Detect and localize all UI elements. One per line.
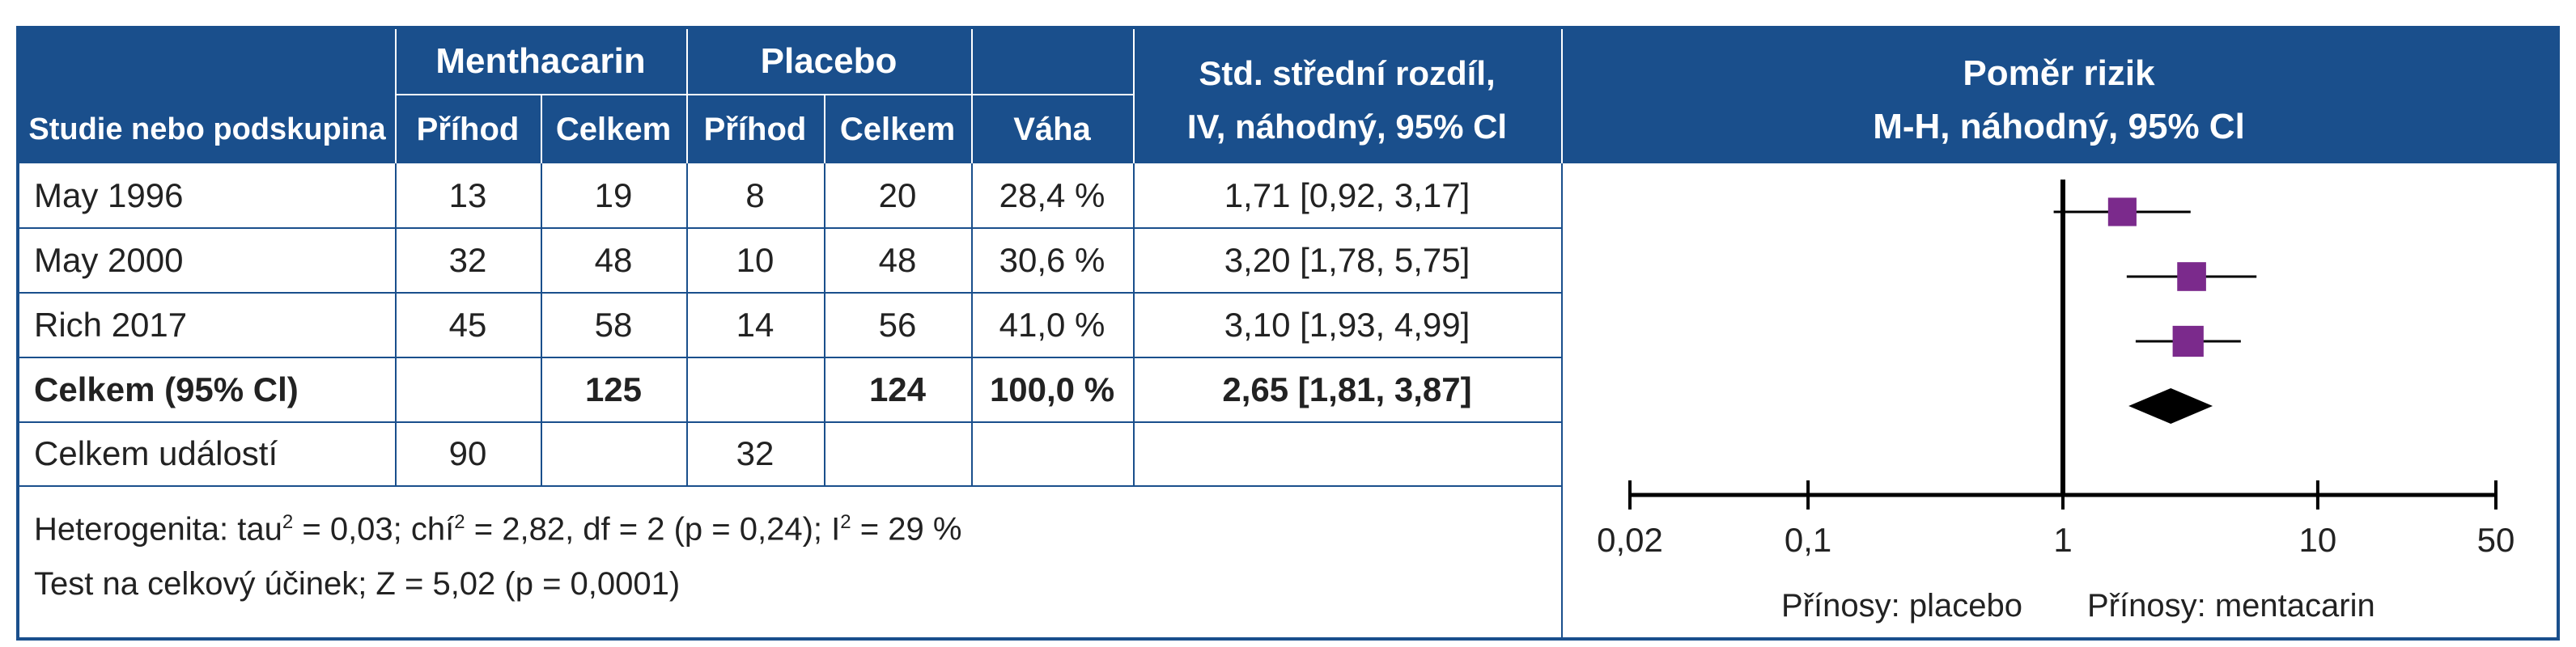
column-header-events-menthacarin: Příhod: [395, 95, 541, 163]
heterogeneity-text: Heterogenita: tau2 = 0,03; chí2 = 2,82, …: [34, 511, 962, 548]
header-divider: [541, 95, 542, 163]
effect-estimate: 1,71 [0,92, 3,17]: [1224, 176, 1470, 214]
column-header-effect-line1: Std. střední rozdíl,: [1133, 47, 1561, 100]
events-total-menthacarin: 90: [448, 434, 487, 472]
total-weight: 100,0 %: [989, 370, 1115, 408]
events-total-placebo: 32: [736, 434, 774, 472]
forest-plot-frame: Menthacarin Placebo Studie nebo podskupi…: [16, 26, 2560, 641]
events-menthacarin: 32: [448, 241, 487, 279]
table-grid-line: [686, 163, 688, 485]
table-grid-line: [19, 485, 1561, 487]
header-divider: [395, 94, 1133, 95]
header-divider: [1561, 29, 1563, 163]
events-placebo: 8: [745, 176, 765, 214]
favours-mentacarin-label: Přínosy: mentacarin: [2087, 588, 2375, 624]
header-divider: [1133, 29, 1135, 163]
weight: 41,0 %: [999, 306, 1106, 344]
table-grid-line: [19, 357, 1561, 358]
table-grid-line: [19, 292, 1561, 294]
total-placebo: 20: [878, 176, 917, 214]
weight: 30,6 %: [999, 241, 1106, 279]
table-grid-line: [19, 227, 1561, 229]
total-placebo: 56: [878, 306, 917, 344]
column-header-study: Studie nebo podskupina: [19, 95, 395, 163]
study-marker: [2107, 197, 2137, 226]
total-placebo: 124: [868, 370, 927, 408]
header-divider: [395, 29, 397, 163]
column-header-effect-line2: IV, náhodný, 95% Cl: [1133, 100, 1561, 154]
events-menthacarin: 45: [448, 306, 487, 344]
study-name: May 2000: [34, 241, 184, 279]
table-grid-line: [824, 163, 825, 485]
column-header-total-placebo: Celkem: [824, 95, 971, 163]
table-grid-line: [19, 421, 1561, 423]
events-menthacarin: 13: [448, 176, 487, 214]
table-grid-line: [1561, 163, 1563, 641]
effect-estimate: 3,20 [1,78, 5,75]: [1224, 241, 1470, 279]
x-tick-label: 0,02: [1597, 521, 1663, 559]
column-header-weight: Váha: [971, 95, 1133, 163]
weight: 28,4 %: [999, 176, 1106, 214]
study-marker: [2172, 325, 2204, 357]
effect-estimate: 3,10 [1,93, 4,99]: [1224, 306, 1470, 344]
x-tick-label: 1: [2053, 521, 2072, 559]
forest-plot: 0,02 0,1 1 10 50 Přínosy: placebo Přínosy: men…: [1597, 180, 2515, 624]
pooled-effect: 2,65 [1,81, 3,87]: [1222, 370, 1472, 408]
total-menthacarin: 125: [584, 370, 643, 408]
plot-header-line1: Poměr rizik: [1561, 47, 2557, 100]
table-grid-line: [541, 163, 542, 485]
column-header-events-placebo: Příhod: [686, 95, 824, 163]
group-header-menthacarin: Menthacarin: [395, 29, 686, 94]
x-tick-label: 0,1: [1785, 521, 1831, 559]
total-placebo: 48: [878, 241, 917, 279]
events-total-label: Celkem událostí: [34, 434, 278, 472]
table-grid-line: [971, 163, 973, 485]
header-divider: [971, 29, 973, 163]
events-placebo: 10: [736, 241, 774, 279]
header-divider: [686, 29, 688, 163]
overall-effect-test: Test na celkový účinek; Z = 5,02 (p = 0,…: [34, 566, 681, 602]
x-tick-label: 50: [2477, 521, 2515, 559]
table-grid-line: [1133, 163, 1135, 485]
total-label: Celkem (95% Cl): [34, 370, 299, 408]
events-placebo: 14: [736, 306, 774, 344]
favours-placebo-label: Přínosy: placebo: [1781, 588, 2022, 624]
column-header-total-menthacarin: Celkem: [541, 95, 686, 163]
group-header-placebo: Placebo: [686, 29, 971, 94]
table-grid-line: [395, 163, 397, 485]
study-name: Rich 2017: [34, 306, 188, 344]
total-menthacarin: 48: [594, 241, 633, 279]
total-menthacarin: 58: [594, 306, 633, 344]
study-name: May 1996: [34, 176, 184, 214]
study-marker: [2177, 262, 2206, 291]
plot-header-line2: M-H, náhodný, 95% Cl: [1561, 100, 2557, 154]
total-menthacarin: 19: [594, 176, 633, 214]
x-tick-label: 10: [2299, 521, 2337, 559]
header-divider: [824, 95, 825, 163]
pooled-diamond: [2128, 388, 2213, 424]
